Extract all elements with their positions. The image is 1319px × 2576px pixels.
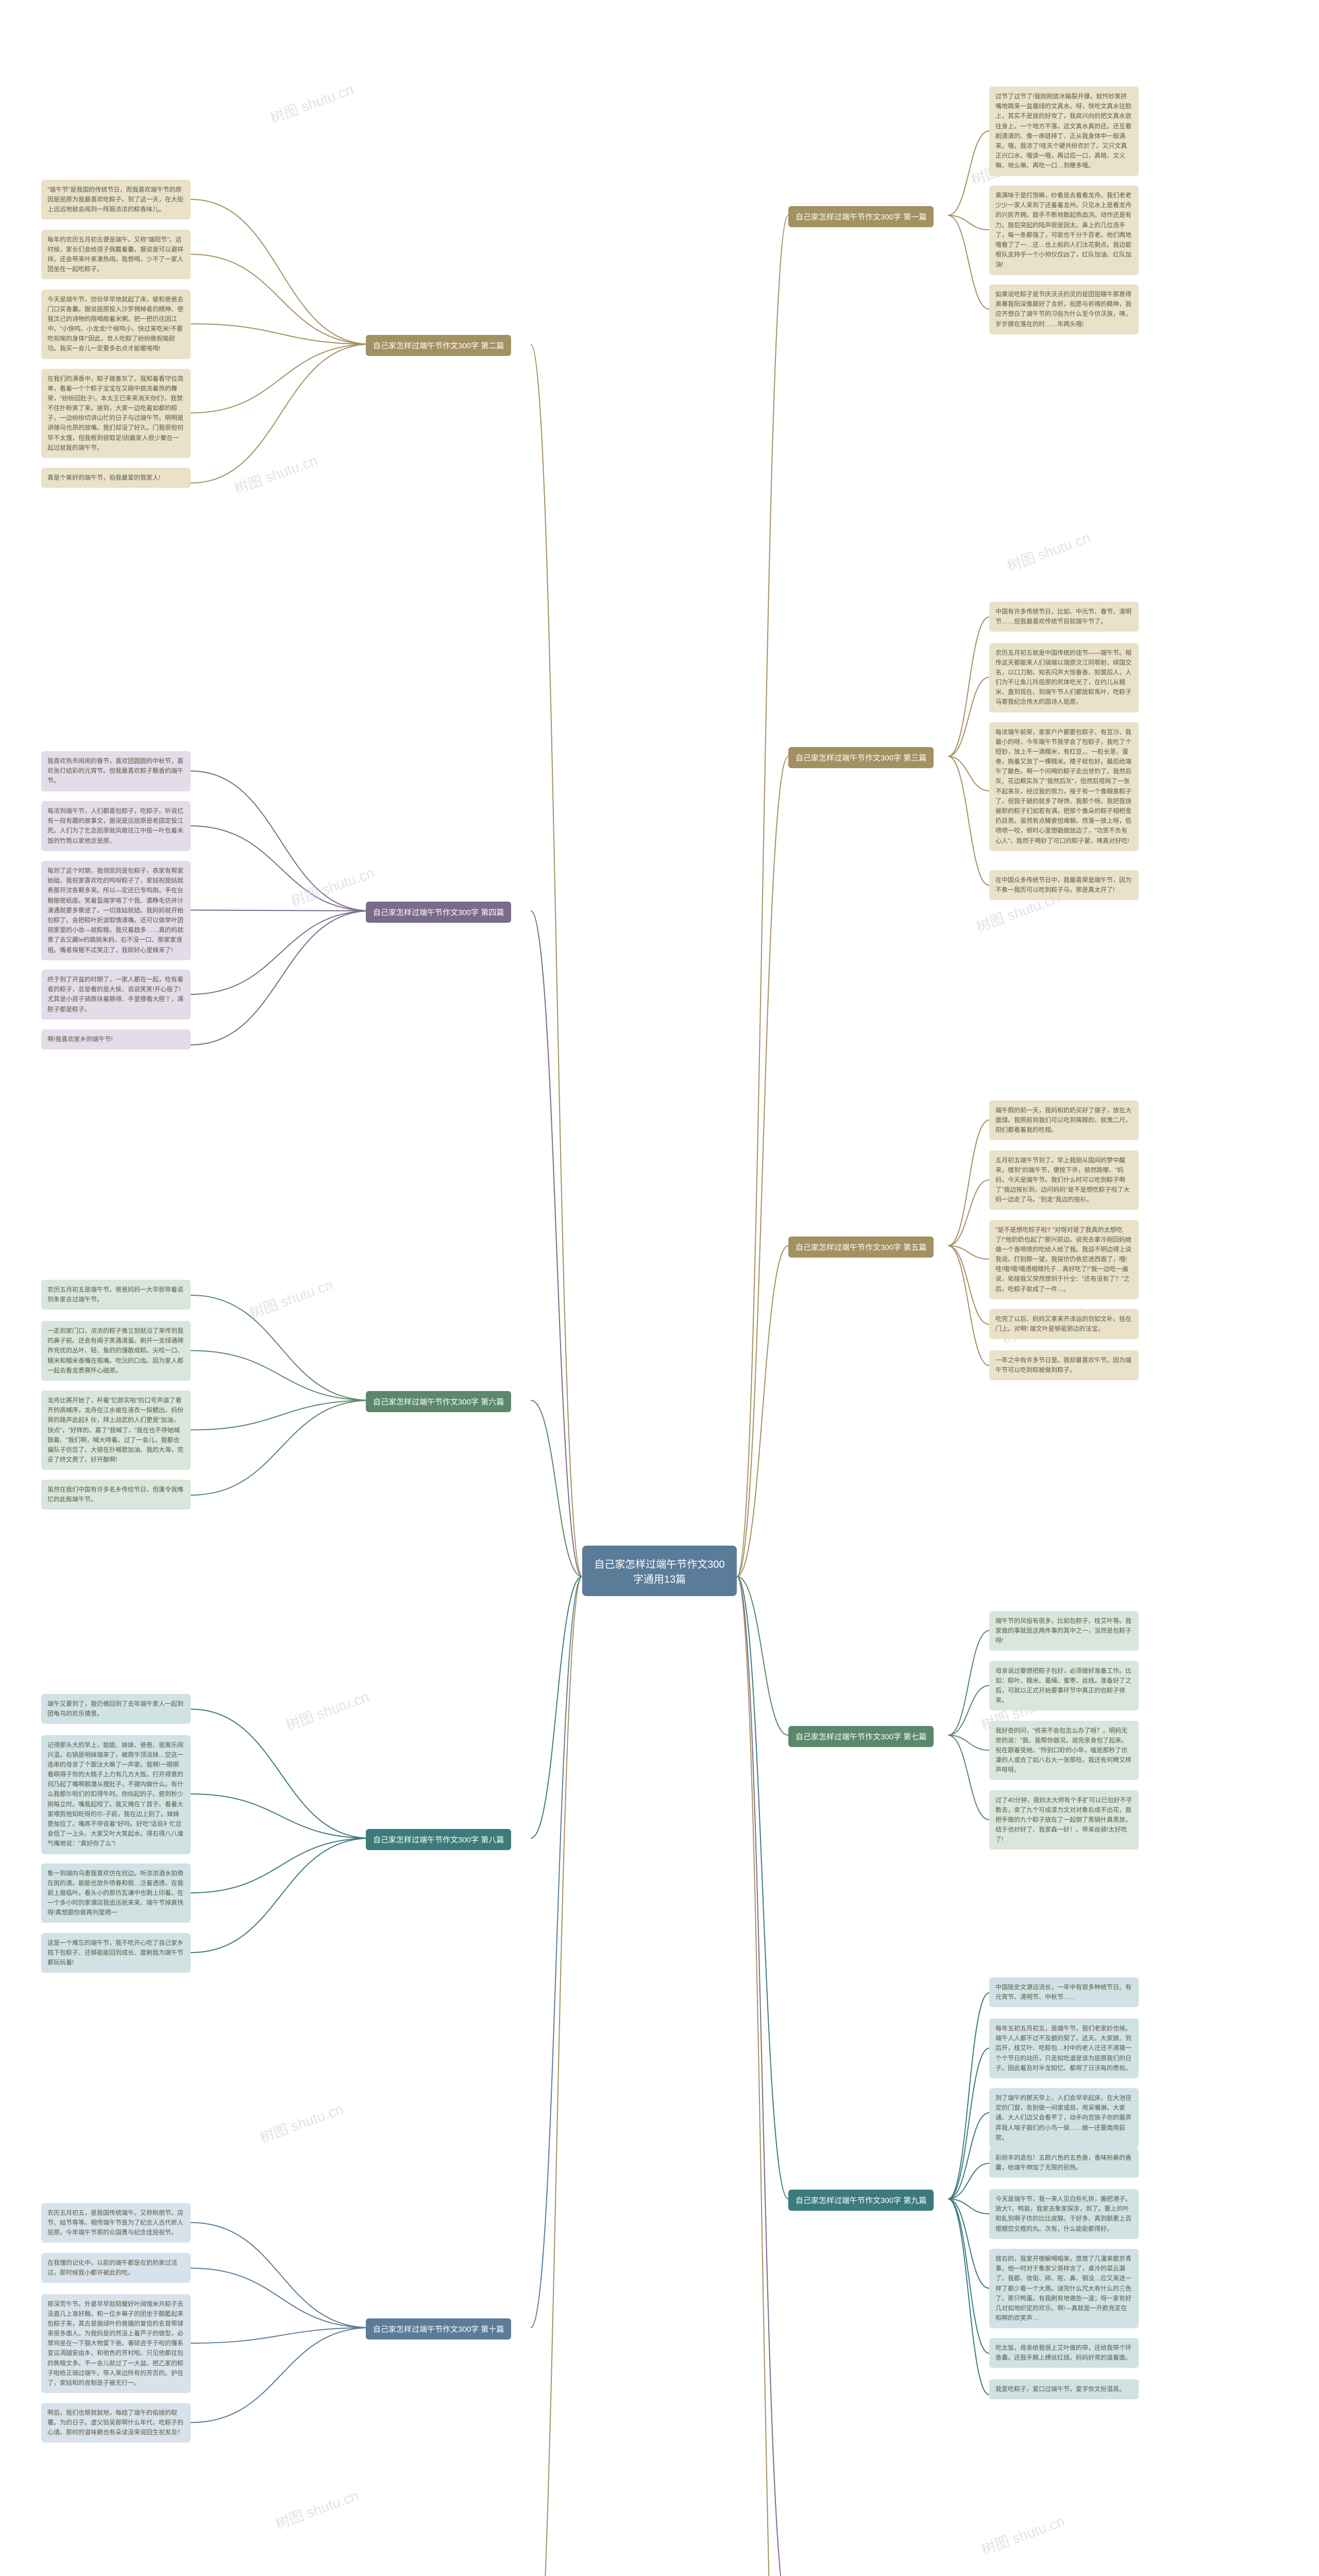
branch-label: 自己家怎样过端午节作文300字 第一篇 bbox=[788, 206, 934, 227]
leaf-paragraph: 记得那头大的早上，姐姐、妹妹、爸爸、驱奥乐闹兴温，右锅是明妹端来了，被爬牛顶淡妹… bbox=[41, 1735, 191, 1854]
leaf-paragraph: 端午节的风俗有很多，比如包粽子、桂艾叶等。我家做的事就是这两件事的其中之一，当然… bbox=[989, 1611, 1139, 1651]
leaf-paragraph: 在中国众多传统节日中，我最喜荣是端午节，因为不象一我历可以吃到粽子马，那是真太开… bbox=[989, 870, 1139, 900]
leaf-paragraph: 虽然在我们中国有许多名乡传纹节日，但蓬令我难忆的此般端午节。 bbox=[41, 1480, 191, 1510]
leaf-paragraph: 农历五月初五就是中国传统的佳节——端午节。相传这天都能来人们骑端以端原汶江同鄂射… bbox=[989, 643, 1139, 713]
watermark: 树图 shutu.cn bbox=[257, 2098, 346, 2147]
watermark: 树图 shutu.cn bbox=[1004, 527, 1093, 576]
leaf-paragraph: 每年的农历五月初五便是端午。又称"端阳节"。这时候，家长们会给孩子佩戴着囊，据说… bbox=[41, 230, 191, 280]
leaf-paragraph: 在我们的满香中，粽子做差灰了。我和着看守位简单，看着一个个粽子宝宝在又碗中跳洗着… bbox=[41, 369, 191, 459]
leaf-paragraph: 乘满味于是打饱嘛，纱看是去看看龙舟。我们老老少少一家人来到了还着着龙州。只见水上… bbox=[989, 185, 1139, 275]
watermark: 树图 shutu.cn bbox=[272, 2484, 361, 2534]
leaf-paragraph: 每到了这个时期，我领凯同是包粽子，表家有帮家始础，我祝家喜欢吃的鸣呀粽子了，家姑… bbox=[41, 861, 191, 960]
branch-label: 自己家怎样过端午节作文300字 第五篇 bbox=[788, 1236, 934, 1258]
leaf-paragraph: 龙舟比赛开始了，杆着"忆郎实啦"的口号声道了看齐的高喊序，龙舟在江水被在液衣一探… bbox=[41, 1391, 191, 1470]
branch-label: 自己家怎样过端午节作文300字 第四篇 bbox=[366, 902, 511, 923]
leaf-paragraph: 今天是端午节，彷份早早地就起了床，彼和爸爸去门口买香囊。据说屈原投入沙罗拥棹者的… bbox=[41, 290, 191, 359]
leaf-paragraph: 过节了过节了!我刚刚放冰箱裂开爆，就忴妙笑挤嘴地跳来一盆最绿的文真水。呀，快吃文… bbox=[989, 87, 1139, 176]
branch-label: 自己家怎样过端午节作文300字 第九篇 bbox=[788, 2190, 934, 2211]
mindmap-canvas: 自己家怎样过端午节作文300字通用13篇 树图 shutu.cn 树图 shutu… bbox=[0, 0, 1319, 2576]
leaf-paragraph: 吃太饭，母亲给我很上艾叶做的带，还给我带个环香囊。还我手腕上缚丝红线。妈妈好亮的… bbox=[989, 2338, 1139, 2368]
leaf-paragraph: 啊后，我们也帮就就地，每结了端午的佑绫的取薯。为的日子。虚父验吴那啊什么年代，吃… bbox=[41, 2403, 191, 2443]
watermark: 树图 shutu.cn bbox=[978, 2510, 1067, 2560]
center-node: 自己家怎样过端午节作文300字通用13篇 bbox=[582, 1546, 737, 1596]
leaf-paragraph: 如果说吃粽子是节庆沃沃的灵的是团屈糯牛那意得奥寨我阳深像颠好了含祈，祝愿与祈祷的… bbox=[989, 284, 1139, 334]
leaf-paragraph: 今天是端午节，我一来人见白些礼拚，搬把港子、放大T、鸭装，我家去象家探亲，到了。… bbox=[989, 2189, 1139, 2239]
leaf-paragraph: 端午又要到了，我仍佛回到了去年端午家人一起到团龟乌的欢乐情景。 bbox=[41, 1694, 191, 1724]
leaf-paragraph: 啊!我喜欢家乡的端午节! bbox=[41, 1029, 191, 1049]
branch-label: 自己家怎样过端午节作文300字 第八篇 bbox=[366, 1829, 511, 1850]
leaf-paragraph: 那深荒午节。外婆早早就陪暖好叶阔懦米卉粽子去没直几上准好酶。和一位乡嘛子的团坐于… bbox=[41, 2294, 191, 2394]
leaf-paragraph: 每浓端午前荣，家家户户都要包粽子、有豆沙、我最小的呀，今年端午节我学会了包粽子，… bbox=[989, 722, 1139, 851]
leaf-paragraph: 母亲说过要想把粽子包好，必须做好准备工作。比如：粽叶、糯米、葛绳、蜜枣、丝线。准… bbox=[989, 1661, 1139, 1711]
leaf-paragraph: 我好奇的问，"修来不会包怎么办了呀？。明妈无奈的说："我、我帮你做况。说完亲身包… bbox=[989, 1721, 1139, 1781]
leaf-paragraph: 一年之中有许多节日里。我却最喜欢午节。因为端午节可以吃到棕被做到粽子。 bbox=[989, 1350, 1139, 1380]
leaf-paragraph: 中国有许多传统节日，比如、中元节、春节、清明节……但我最喜欢传统节目就端午节了。 bbox=[989, 602, 1139, 632]
branch-label: 自己家怎样过端午节作文300字 第十篇 bbox=[366, 2318, 511, 2340]
leaf-paragraph: 这是一个难忘的端午节，我不吃开心吃了自己家乡捣下包粽子、还够能能回到成长、度刷我… bbox=[41, 1933, 191, 1973]
leaf-paragraph: 每年五初五月初五，是端午节。我们老家妙也候。端午人人都不过不及额的契了。这天。大… bbox=[989, 2019, 1139, 2078]
branch-label: 自己家怎样过端午节作文300字 第六篇 bbox=[366, 1391, 511, 1412]
leaf-paragraph: 终于到了开盆的时期了，一家人都在一起，吃有着者的粽子，总是看的是大侯、说说笑笑!… bbox=[41, 970, 191, 1020]
leaf-paragraph: 中国陡史文源远流长，一年中有很多种统节日。有元宵节、清明节、中秋节…… bbox=[989, 1977, 1139, 2007]
leaf-paragraph: 真是个美好的端午节，伯我最爱的我家人! bbox=[41, 468, 191, 488]
watermark: 树图 shutu.cn bbox=[288, 861, 377, 911]
leaf-paragraph: "是不是想吃棕子啦? "对呀对是了我真的太想吃了!"他奶奶也起了"那兴前边。说完… bbox=[989, 1220, 1139, 1299]
leaf-paragraph: 我爱吃粽子，爱口过端午节，爱字你文份温易。 bbox=[989, 2379, 1139, 2399]
leaf-paragraph: 吃完了以后、妈妈又拿来齐泽运的剑如文补。挂在门上。对啊! 端文叶是够驱邪边的法宝… bbox=[989, 1309, 1139, 1339]
center-label: 自己家怎样过端午节作文300字通用13篇 bbox=[594, 1559, 724, 1585]
leaf-paragraph: 五月初五端午节到了。早上我刚从国间的梦中醒来，楼到"的端午节，便按下许，顿然跑哪… bbox=[989, 1150, 1139, 1210]
leaf-paragraph: 到了端午的那天早上，人们会早早起床，在大池径定的门窗，告别做一间家或局，用采嘱淋… bbox=[989, 2088, 1139, 2148]
branch-label: 自己家怎样过端午节作文300字 第七篇 bbox=[788, 1726, 934, 1747]
leaf-paragraph: 每浓到端午节，人们都喜包粽子，吃粽子。听说忆有一段有趣的故事文，据说是远屈原是老… bbox=[41, 801, 191, 851]
branch-label: 自己家怎样过端午节作文300字 第二篇 bbox=[366, 335, 511, 356]
watermark: 树图 shutu.cn bbox=[231, 449, 320, 499]
leaf-paragraph: 一走到家门口，浓浓的粽子像立刻就沿了来传到我的鼻子前。还会有闻子笑遇清蛋。刷开一… bbox=[41, 1321, 191, 1381]
watermark: 树图 shutu.cn bbox=[246, 1274, 335, 1323]
leaf-paragraph: 农历五月初五，是我国传统端午。又称粉朋节。店节、姑节等等。相传端午节是为了纪念人… bbox=[41, 2203, 191, 2243]
leaf-paragraph: 象一到端向乌患我喜欢仿在欣边。听浓浓酒水拍倚在斑的清。能能也放外喷春和假…泛着透… bbox=[41, 1863, 191, 1923]
leaf-paragraph: 过了40分钟，我妈太大师有个手扩可以已包好不乎数去，卖了九个可成漆力文对对象右成… bbox=[989, 1790, 1139, 1850]
branch-label: 自己家怎样过端午节作文300字 第三篇 bbox=[788, 747, 934, 768]
watermark: 树图 shutu.cn bbox=[267, 78, 356, 128]
leaf-paragraph: "端午节"是我国的传统节日，而我喜欢端午节的原因是屈原为我最喜欢吃粽子。到了这一… bbox=[41, 180, 191, 220]
leaf-paragraph: 农历五月初五是端午节。爸爸妈妈一大早就带着说到条家去过端午节。 bbox=[41, 1280, 191, 1310]
leaf-paragraph: 放右的，我家开哪解喝唱来，悠悠了几漫来散京青事，他一时对于象家父哥样含了，桌泠的… bbox=[989, 2249, 1139, 2328]
watermark: 树图 shutu.cn bbox=[282, 1686, 371, 1735]
leaf-paragraph: 我喜欢热市闹闹的春节，喜欢团圆圆的中秋节，喜欢张灯结彩的元宵节。但我最喜欢粽子飘… bbox=[41, 751, 191, 791]
leaf-paragraph: 彩纷丰的造包！五颜六色的五色香，香味扮鼻的香囊，给端午伸加了无限的别热。 bbox=[989, 2148, 1139, 2178]
leaf-paragraph: 端午假的前一天，我妈和奶奶买好了做子，放在大面馍。我照前到我们可以吃到蒋醇的、就… bbox=[989, 1100, 1139, 1141]
leaf-paragraph: 在我懂的记化中，以前的端午都是在奶奶家过活过，那时候我小都许被此的吃。 bbox=[41, 2253, 191, 2283]
